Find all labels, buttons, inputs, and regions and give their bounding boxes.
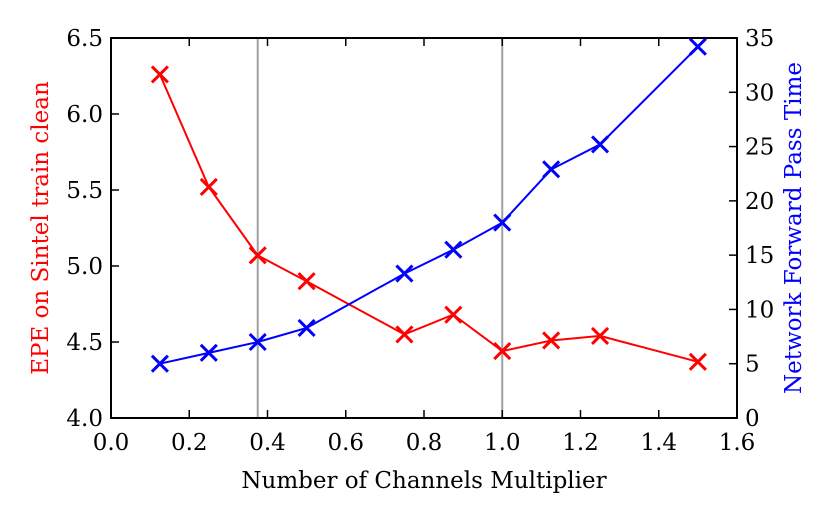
left-y-tick-label: 6.5 <box>66 26 103 52</box>
right-y-axis-label: Network Forward Pass Time <box>781 62 807 394</box>
right-y-tick-label: 35 <box>745 26 774 52</box>
left-y-tick-label: 4.0 <box>66 406 103 432</box>
epe-data-point <box>493 342 512 361</box>
x-tick-label: 0.8 <box>406 430 443 456</box>
epe-data-point <box>542 331 561 350</box>
left-y-axis-label: EPE on Sintel train clean <box>28 81 54 375</box>
time-data-point <box>444 240 463 259</box>
epe-data-point <box>395 325 414 344</box>
epe-data-point <box>150 65 169 84</box>
time-data-point <box>591 135 610 154</box>
x-tick-label: 0.6 <box>327 430 364 456</box>
right-y-tick-label: 15 <box>745 243 774 269</box>
right-y-tick-label: 0 <box>745 406 760 432</box>
x-tick-label: 1.6 <box>719 430 756 456</box>
right-y-tick-label: 5 <box>745 352 760 378</box>
epe-data-point <box>248 246 267 265</box>
time-data-point <box>150 354 169 373</box>
epe-data-point <box>199 177 218 197</box>
right-y-tick-label: 10 <box>745 297 774 323</box>
reference-lines <box>256 38 504 418</box>
time-data-point <box>199 343 218 362</box>
axis-ticks: 0.0 0.2 0.4 0.6 0.8 1.0 1.2 1.4 1.6 4.0 4.5 5.0 5.5 6… <box>66 26 774 456</box>
x-tick-label: 1.2 <box>562 430 599 456</box>
epe-data-point <box>591 326 610 345</box>
time-series-line <box>159 45 699 365</box>
time-data-point <box>542 160 561 179</box>
epe-data-point <box>444 305 463 324</box>
left-y-tick-label: 6.0 <box>66 102 103 128</box>
left-y-tick-label: 5.5 <box>66 178 103 204</box>
x-axis-label: Number of Channels Multiplier <box>241 468 606 494</box>
plot-area-frame <box>110 37 738 419</box>
x-tick-label: 0.2 <box>171 430 208 456</box>
left-y-tick-label: 4.5 <box>66 330 103 356</box>
epe-series-line <box>158 74 699 363</box>
right-y-tick-label: 30 <box>745 80 774 106</box>
right-y-tick-label: 20 <box>745 189 774 215</box>
x-tick-label: 0.0 <box>93 430 130 456</box>
x-tick-label: 1.4 <box>640 430 677 456</box>
left-y-tick-label: 5.0 <box>66 254 103 280</box>
series-layer <box>150 37 707 373</box>
right-y-tick-label: 25 <box>745 135 774 161</box>
time-data-point <box>688 37 707 56</box>
x-tick-label: 0.4 <box>249 430 286 456</box>
time-data-point <box>297 318 316 337</box>
time-data-point <box>493 213 512 232</box>
time-data-point <box>248 332 267 352</box>
epe-data-point <box>688 352 707 371</box>
x-tick-label: 1.0 <box>484 430 521 456</box>
time-data-point <box>395 264 414 283</box>
epe-data-point <box>297 272 316 291</box>
